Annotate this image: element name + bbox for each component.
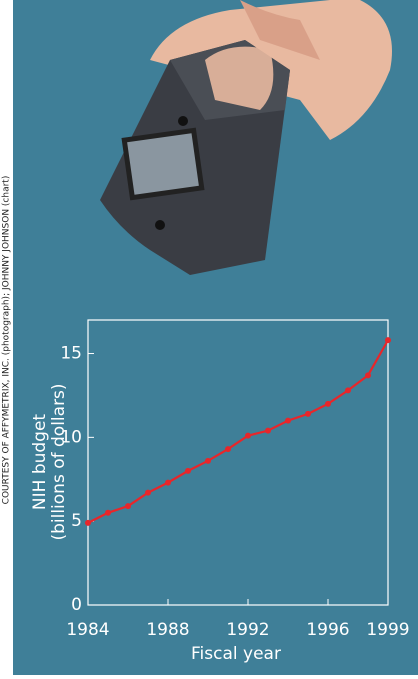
data-point xyxy=(85,519,91,526)
x-tick-label: 1996 xyxy=(306,620,349,640)
data-point xyxy=(265,427,271,434)
data-point xyxy=(205,457,211,464)
credit: COURTESY OF AFFYMETRIX, INC. (photograph… xyxy=(2,176,12,505)
chip-window xyxy=(121,127,205,201)
y-axis-label: (billions of dollars) xyxy=(49,383,69,540)
data-point xyxy=(325,400,331,407)
data-point xyxy=(285,417,291,424)
chip-hole xyxy=(178,116,188,126)
finger xyxy=(205,46,274,110)
data-point xyxy=(225,446,231,453)
data-point xyxy=(105,509,111,516)
data-point xyxy=(345,387,351,394)
x-axis-label: Fiscal year xyxy=(191,644,281,664)
data-point xyxy=(385,337,391,344)
data-point xyxy=(305,410,311,417)
data-point xyxy=(185,467,191,474)
chart: Fiscal year NIH budget (billions of doll… xyxy=(30,319,410,664)
data-point xyxy=(125,503,131,510)
y-tick-label: 5 xyxy=(71,511,82,531)
y-tick-label: 0 xyxy=(71,595,82,615)
y-axis-label: NIH budget xyxy=(30,414,50,511)
x-tick-label: 1984 xyxy=(66,620,109,640)
x-tick-label: 1988 xyxy=(146,620,189,640)
x-tick-label: 1999 xyxy=(366,620,409,640)
data-point xyxy=(145,489,151,496)
x-tick-label: 1992 xyxy=(226,620,269,640)
y-tick-label: 15 xyxy=(60,344,82,364)
hand-shadow xyxy=(240,0,320,60)
data-point xyxy=(165,479,171,486)
plot-frame xyxy=(87,319,389,606)
y-tick-label: 10 xyxy=(60,427,82,447)
data-point xyxy=(365,372,371,379)
data-point xyxy=(245,432,251,439)
photo xyxy=(100,0,392,275)
chip-hole xyxy=(155,220,165,230)
data-line xyxy=(87,339,389,524)
